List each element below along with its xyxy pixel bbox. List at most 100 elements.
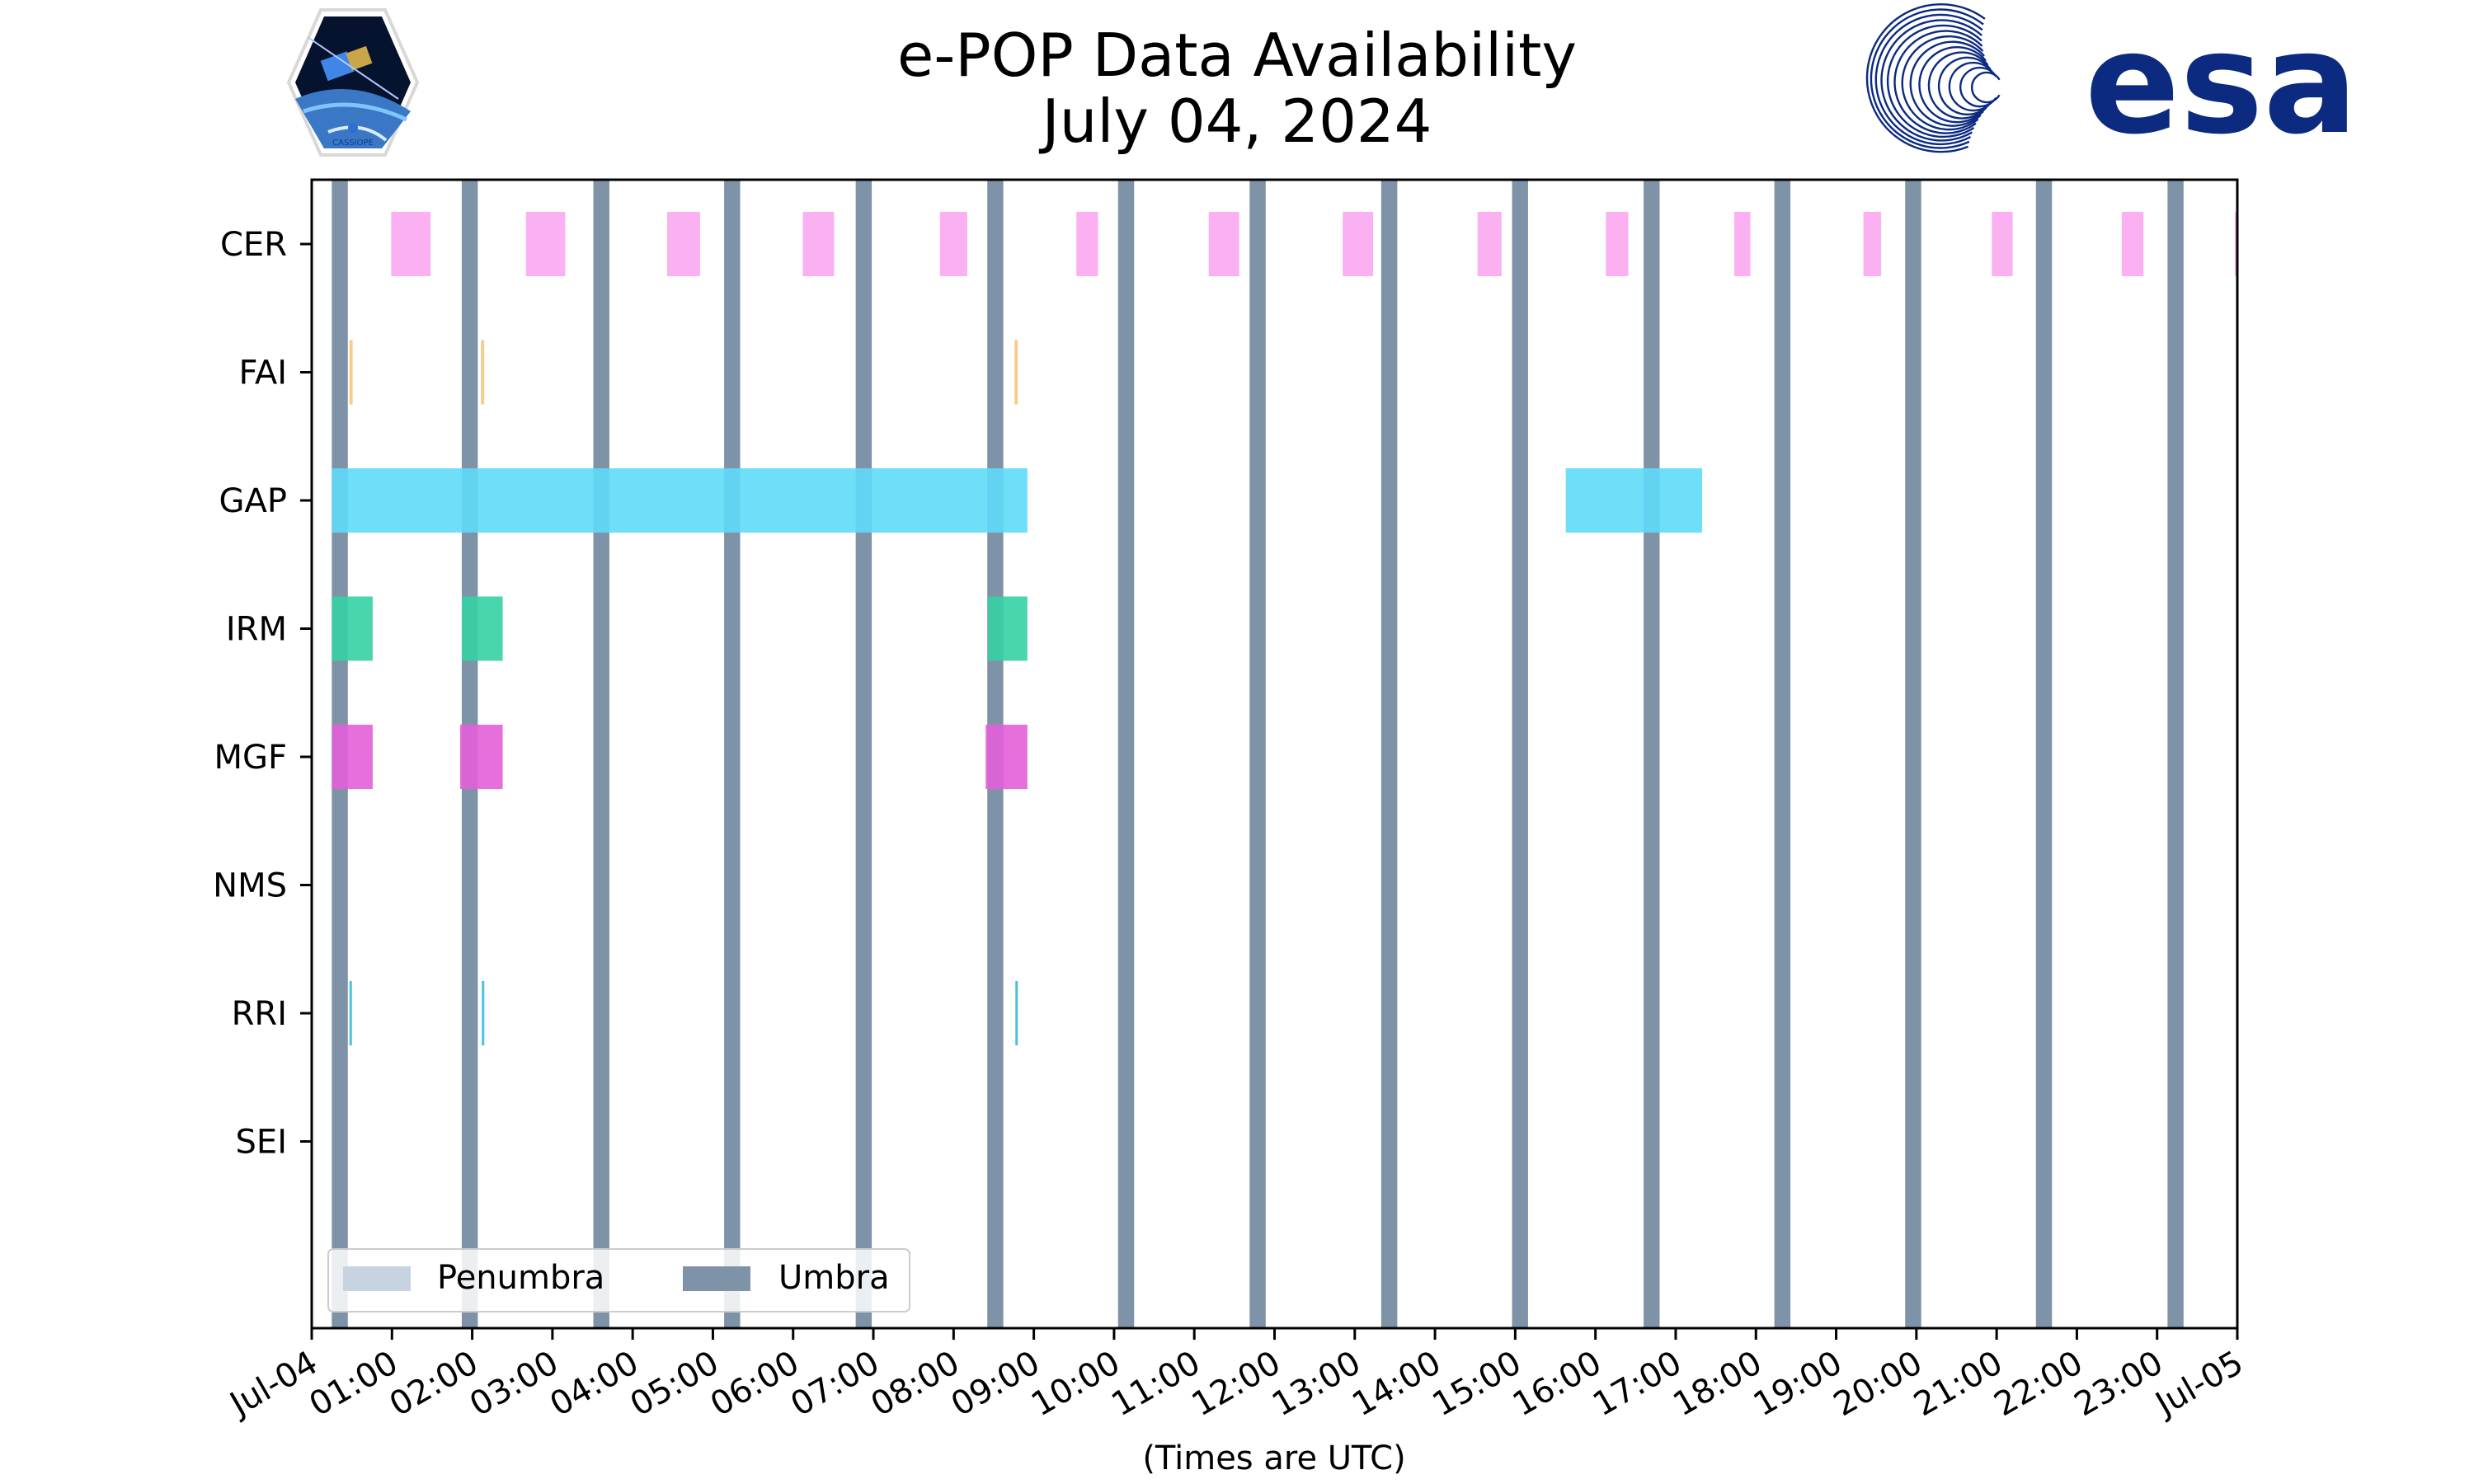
x-tick-label: Jul-04 bbox=[222, 1344, 324, 1425]
umbra-band bbox=[724, 180, 741, 1328]
segment-fai bbox=[349, 340, 353, 405]
x-tick-label: 19:00 bbox=[1747, 1344, 1849, 1424]
x-tick-label: 01:00 bbox=[303, 1344, 404, 1424]
esa-swirl-arc bbox=[1927, 51, 1989, 120]
umbra-band bbox=[1774, 180, 1791, 1328]
x-axis-label: (Times are UTC) bbox=[1142, 1439, 1405, 1477]
segment-mgf bbox=[985, 725, 1028, 789]
y-tick-label-fai: FAI bbox=[239, 355, 288, 392]
segment-mgf bbox=[332, 725, 373, 789]
x-tick-label: 08:00 bbox=[864, 1344, 966, 1424]
esa-logo: esa bbox=[1865, 2, 2358, 166]
segment-irm bbox=[461, 596, 503, 661]
y-tick-label-rri: RRI bbox=[232, 995, 287, 1033]
segment-cer bbox=[1606, 212, 1629, 276]
x-axis: Jul-0401:0002:0003:0004:0005:0006:0007:0… bbox=[222, 1328, 2250, 1425]
x-tick-label: 22:00 bbox=[1988, 1344, 2090, 1424]
segment-cer bbox=[1343, 212, 1374, 276]
esa-swirl-icon bbox=[1865, 3, 2001, 153]
segment-cer bbox=[1863, 212, 1882, 276]
esa-swirl-arc bbox=[1880, 19, 1982, 142]
x-tick-label: 07:00 bbox=[784, 1344, 886, 1424]
esa-swirl-arc bbox=[1886, 24, 1982, 139]
x-tick-label: 18:00 bbox=[1667, 1344, 1768, 1424]
x-tick-label: 05:00 bbox=[624, 1344, 726, 1424]
y-tick-label-cer: CER bbox=[220, 226, 287, 264]
y-tick-label-sei: SEI bbox=[236, 1124, 287, 1162]
x-tick-label: 10:00 bbox=[1025, 1344, 1126, 1424]
segment-cer bbox=[1076, 212, 1098, 276]
x-tick-label: 13:00 bbox=[1266, 1344, 1367, 1424]
y-tick-label-mgf: MGF bbox=[214, 739, 287, 777]
segment-fai bbox=[1014, 340, 1018, 405]
umbra-band bbox=[1380, 180, 1398, 1328]
plot-area: CER FAI GAP IRM MGF NMS RRI SEI Jul-0401:0002:0… bbox=[213, 178, 2250, 1425]
umbra-band bbox=[1905, 180, 1921, 1328]
segment-irm bbox=[988, 596, 1028, 661]
umbra-band bbox=[1644, 180, 1660, 1328]
segment-cer bbox=[391, 212, 430, 276]
cassiope-logo: CASSIOPE bbox=[286, 8, 420, 157]
legend-umbra-swatch bbox=[683, 1266, 750, 1291]
x-tick-label: 11:00 bbox=[1105, 1344, 1206, 1424]
segment-cer bbox=[802, 212, 835, 276]
esa-swirl-arc bbox=[1948, 61, 1994, 112]
segment-mgf bbox=[459, 725, 503, 789]
legend: Penumbra Umbra bbox=[327, 1248, 910, 1313]
segment-cer bbox=[939, 212, 967, 276]
x-tick-label: Jul-05 bbox=[2147, 1344, 2250, 1425]
segment-cer bbox=[667, 212, 700, 276]
y-tick-label-irm: IRM bbox=[226, 611, 287, 649]
umbra-band bbox=[2035, 180, 2053, 1328]
y-axis: CER FAI GAP IRM MGF NMS RRI SEI bbox=[213, 226, 312, 1162]
umbra-band bbox=[2167, 180, 2184, 1328]
segment-cer bbox=[1992, 212, 2013, 276]
x-tick-label: 04:00 bbox=[543, 1344, 645, 1424]
x-tick-label: 15:00 bbox=[1427, 1344, 1528, 1424]
segment-fai bbox=[481, 340, 485, 405]
legend-umbra-label: Umbra bbox=[778, 1259, 890, 1297]
umbra-band bbox=[1512, 180, 1528, 1328]
umbra-band bbox=[855, 180, 872, 1328]
y-tick-label-gap: GAP bbox=[219, 482, 287, 520]
chart-title: e-POP Data Availability bbox=[897, 21, 1577, 90]
esa-swirl-arc bbox=[1959, 66, 1997, 108]
esa-swirl-arc bbox=[1901, 35, 1984, 131]
umbra-layer bbox=[332, 180, 2184, 1328]
legend-penumbra-swatch bbox=[343, 1266, 411, 1291]
umbra-band bbox=[593, 180, 609, 1328]
y-tick-label-nms: NMS bbox=[213, 867, 287, 905]
x-tick-label: 23:00 bbox=[2068, 1344, 2170, 1424]
segment-rri bbox=[482, 981, 485, 1045]
x-tick-label: 21:00 bbox=[1907, 1344, 2009, 1424]
umbra-band bbox=[1249, 180, 1266, 1328]
segment-cer bbox=[1477, 212, 1502, 276]
esa-swirl-arc bbox=[1909, 40, 1985, 127]
esa-swirl-arc bbox=[1893, 30, 1983, 134]
data-layer bbox=[332, 212, 2237, 1045]
esa-swirl-arc bbox=[1865, 3, 1986, 153]
segment-gap bbox=[332, 468, 1028, 533]
segment-gap bbox=[1565, 468, 1703, 533]
legend-penumbra-label: Penumbra bbox=[437, 1259, 604, 1297]
x-tick-label: 14:00 bbox=[1346, 1344, 1447, 1424]
x-tick-label: 17:00 bbox=[1587, 1344, 1688, 1424]
esa-swirl-arc bbox=[1870, 8, 1984, 149]
umbra-band bbox=[1117, 180, 1135, 1328]
segment-cer bbox=[2121, 212, 2144, 276]
x-tick-label: 03:00 bbox=[463, 1344, 565, 1424]
esa-swirl-arc bbox=[1937, 56, 1992, 116]
x-tick-label: 09:00 bbox=[945, 1344, 1047, 1424]
x-tick-label: 02:00 bbox=[383, 1344, 485, 1424]
esa-swirl-arc bbox=[1918, 45, 1987, 124]
esa-wordmark: esa bbox=[2085, 2, 2358, 166]
x-tick-label: 06:00 bbox=[704, 1344, 806, 1424]
esa-swirl-arc bbox=[1874, 13, 1983, 146]
segment-rri bbox=[349, 981, 352, 1045]
segment-rri bbox=[1015, 981, 1018, 1045]
x-tick-label: 12:00 bbox=[1186, 1344, 1287, 1424]
x-tick-label: 16:00 bbox=[1507, 1344, 1608, 1424]
x-tick-label: 20:00 bbox=[1827, 1344, 1929, 1424]
segment-cer bbox=[1208, 212, 1239, 276]
